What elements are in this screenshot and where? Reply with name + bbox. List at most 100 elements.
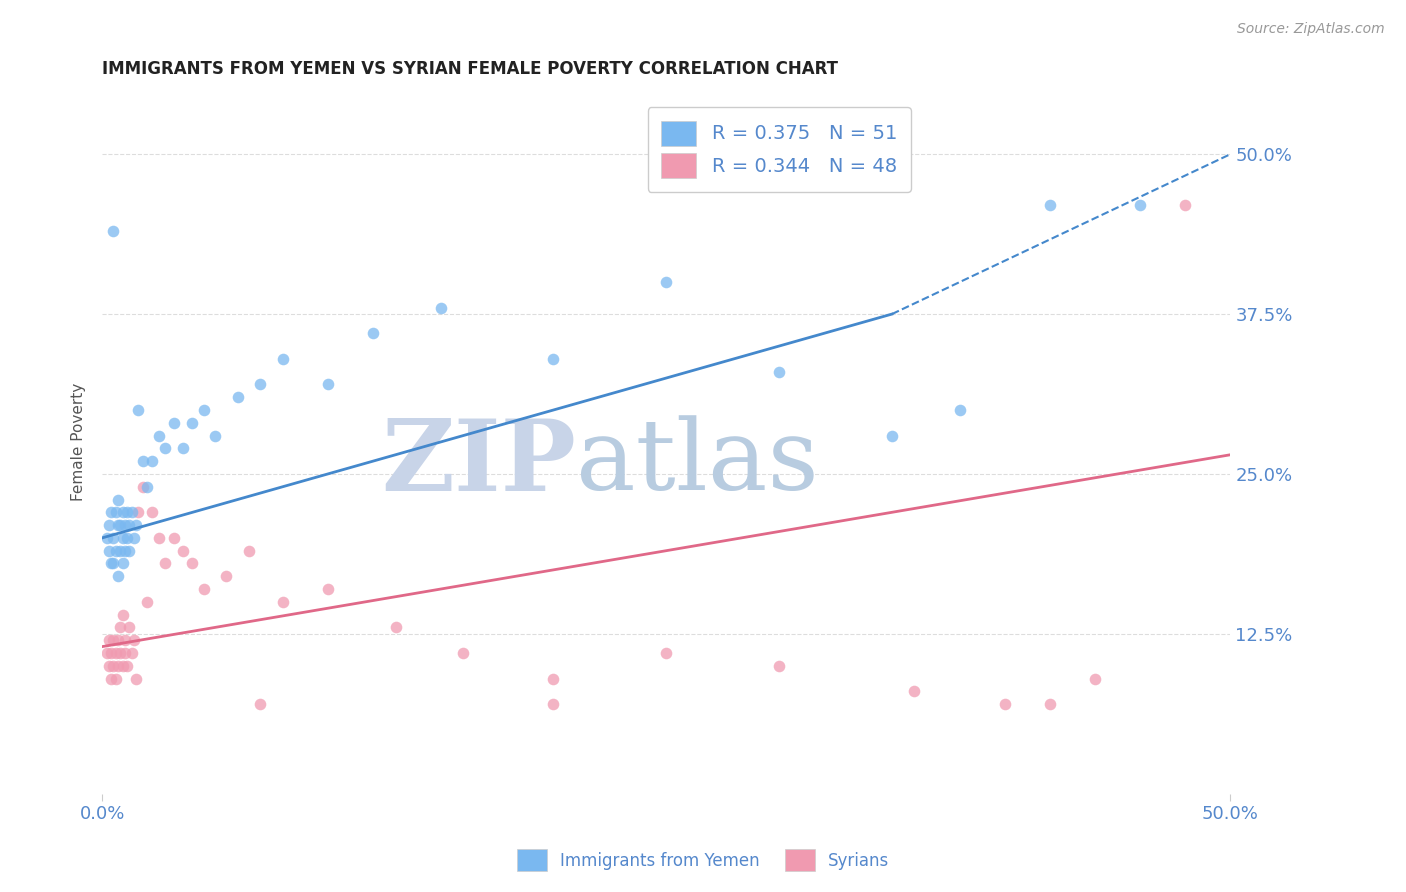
Point xyxy=(271,351,294,366)
Point xyxy=(104,672,127,686)
Legend: Immigrants from Yemen, Syrians: Immigrants from Yemen, Syrians xyxy=(509,841,897,880)
Point xyxy=(1039,198,1062,212)
Point xyxy=(122,633,145,648)
Point xyxy=(136,595,159,609)
Point xyxy=(96,646,118,660)
Point xyxy=(121,646,143,660)
Point xyxy=(994,697,1017,711)
Point xyxy=(98,633,121,648)
Point xyxy=(98,518,121,533)
Point xyxy=(96,531,118,545)
Point xyxy=(193,582,215,596)
Point xyxy=(181,416,204,430)
Point xyxy=(114,518,136,533)
Point xyxy=(384,620,406,634)
Point xyxy=(543,351,565,366)
Point xyxy=(655,646,678,660)
Point xyxy=(121,505,143,519)
Point xyxy=(103,531,125,545)
Point xyxy=(172,543,194,558)
Text: ZIP: ZIP xyxy=(381,415,576,512)
Point xyxy=(118,543,141,558)
Point xyxy=(249,697,271,711)
Point xyxy=(110,518,132,533)
Text: IMMIGRANTS FROM YEMEN VS SYRIAN FEMALE POVERTY CORRELATION CHART: IMMIGRANTS FROM YEMEN VS SYRIAN FEMALE P… xyxy=(103,60,838,78)
Point xyxy=(103,224,125,238)
Point xyxy=(127,403,149,417)
Point xyxy=(110,646,132,660)
Point xyxy=(104,646,127,660)
Point xyxy=(110,620,132,634)
Point xyxy=(136,480,159,494)
Point xyxy=(125,518,148,533)
Point xyxy=(127,505,149,519)
Point xyxy=(181,557,204,571)
Point xyxy=(903,684,925,698)
Point xyxy=(107,518,129,533)
Point xyxy=(132,480,155,494)
Y-axis label: Female Poverty: Female Poverty xyxy=(72,383,86,501)
Point xyxy=(104,505,127,519)
Point xyxy=(316,582,339,596)
Point xyxy=(215,569,238,583)
Point xyxy=(111,505,134,519)
Point xyxy=(1039,697,1062,711)
Point xyxy=(1129,198,1152,212)
Point xyxy=(118,620,141,634)
Point xyxy=(141,505,163,519)
Point xyxy=(100,505,122,519)
Point xyxy=(768,365,790,379)
Point xyxy=(163,531,186,545)
Point xyxy=(115,505,138,519)
Point xyxy=(103,557,125,571)
Point xyxy=(429,301,451,315)
Point xyxy=(111,531,134,545)
Text: atlas: atlas xyxy=(576,415,818,511)
Point xyxy=(107,633,129,648)
Point xyxy=(107,492,129,507)
Point xyxy=(107,658,129,673)
Point xyxy=(141,454,163,468)
Point xyxy=(655,275,678,289)
Point xyxy=(172,442,194,456)
Point xyxy=(238,543,260,558)
Point xyxy=(451,646,474,660)
Point xyxy=(114,646,136,660)
Point xyxy=(543,697,565,711)
Point xyxy=(122,531,145,545)
Point xyxy=(155,442,177,456)
Text: Source: ZipAtlas.com: Source: ZipAtlas.com xyxy=(1237,22,1385,37)
Point xyxy=(1174,198,1197,212)
Point xyxy=(163,416,186,430)
Point xyxy=(107,569,129,583)
Point xyxy=(100,646,122,660)
Point xyxy=(1084,672,1107,686)
Point xyxy=(543,672,565,686)
Point xyxy=(111,607,134,622)
Point xyxy=(114,633,136,648)
Legend: R = 0.375   N = 51, R = 0.344   N = 48: R = 0.375 N = 51, R = 0.344 N = 48 xyxy=(648,107,911,192)
Point xyxy=(104,543,127,558)
Point xyxy=(271,595,294,609)
Point xyxy=(768,658,790,673)
Point xyxy=(948,403,970,417)
Point xyxy=(125,672,148,686)
Point xyxy=(111,557,134,571)
Point xyxy=(132,454,155,468)
Point xyxy=(110,543,132,558)
Point xyxy=(148,531,170,545)
Point xyxy=(249,377,271,392)
Point xyxy=(316,377,339,392)
Point xyxy=(361,326,384,341)
Point xyxy=(193,403,215,417)
Point xyxy=(115,658,138,673)
Point xyxy=(103,658,125,673)
Point xyxy=(115,531,138,545)
Point xyxy=(226,390,249,404)
Point xyxy=(100,557,122,571)
Point xyxy=(111,658,134,673)
Point xyxy=(114,543,136,558)
Point xyxy=(118,518,141,533)
Point xyxy=(103,633,125,648)
Point xyxy=(98,658,121,673)
